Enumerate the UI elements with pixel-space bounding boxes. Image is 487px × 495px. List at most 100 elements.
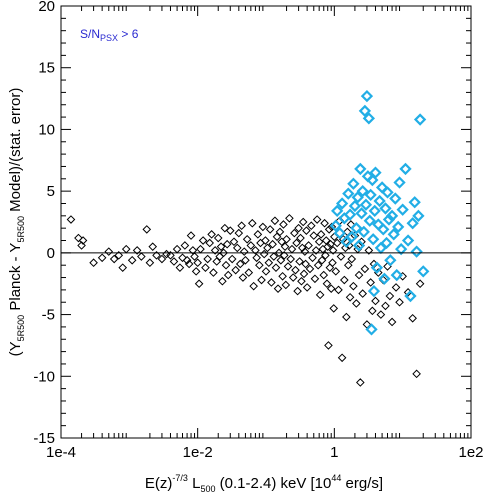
y-tick-label: 15 xyxy=(38,60,55,77)
data-point xyxy=(283,262,293,271)
data-point xyxy=(216,242,226,251)
data-point xyxy=(315,290,325,300)
data-point xyxy=(314,237,324,247)
data-point xyxy=(328,246,338,255)
axis-ticks: 1e-4 1e-2 1 1e2 -15 -10 -5 0 5 10 15 20 xyxy=(33,0,483,461)
data-point xyxy=(191,267,201,276)
highlighted-data-point xyxy=(348,199,362,213)
data-point xyxy=(142,225,152,234)
data-point xyxy=(201,263,210,272)
x-axis-title: E(z)-7/3 L500 (0.1-2.4) keV [1044 erg/s] xyxy=(145,473,383,494)
data-point xyxy=(317,255,327,265)
y-tick-label: -15 xyxy=(33,430,55,447)
data-point xyxy=(347,254,357,264)
highlighted-data-point xyxy=(378,272,391,285)
data-point xyxy=(287,244,297,254)
highlighted-data-point xyxy=(363,214,376,227)
data-point xyxy=(320,218,329,228)
data-point xyxy=(273,284,283,293)
highlighted-data-point xyxy=(412,209,425,222)
data-point xyxy=(349,281,358,291)
data-point xyxy=(387,317,397,327)
data-point xyxy=(360,264,370,274)
data-point xyxy=(268,239,277,249)
data-point xyxy=(288,273,298,282)
highlighted-data-point xyxy=(381,186,394,199)
x-tick-label: 1e-4 xyxy=(46,444,76,461)
highlighted-data-point xyxy=(362,112,376,125)
data-point xyxy=(184,259,194,269)
data-point xyxy=(281,280,291,290)
data-point xyxy=(328,258,337,268)
y-tick-label: 5 xyxy=(47,183,55,200)
highlighted-data-point xyxy=(347,177,360,190)
data-point xyxy=(104,247,114,256)
highlighted-data-point xyxy=(335,197,349,210)
highlighted-data-point xyxy=(365,323,378,336)
data-point xyxy=(261,267,271,276)
highlighted-data-point xyxy=(352,239,366,252)
data-point xyxy=(145,258,155,268)
data-point xyxy=(366,278,375,287)
data-point xyxy=(310,274,320,284)
data-point xyxy=(271,263,281,272)
data-point xyxy=(127,255,137,265)
data-point xyxy=(295,257,304,266)
data-point xyxy=(232,243,242,253)
data-point xyxy=(253,230,263,239)
data-point xyxy=(342,312,351,322)
data-point xyxy=(300,247,310,256)
highlighted-data-point xyxy=(410,245,423,258)
highlighted-data-point xyxy=(413,113,427,126)
data-point xyxy=(66,215,76,224)
data-point xyxy=(186,231,196,240)
data-point xyxy=(258,222,268,232)
highlighted-data-point xyxy=(351,191,364,204)
data-point xyxy=(255,260,264,270)
x-tick-label: 1e2 xyxy=(458,444,483,461)
highlighted-data-point xyxy=(393,176,406,189)
plot-frame xyxy=(60,5,472,439)
data-point xyxy=(325,263,335,272)
data-point xyxy=(343,260,353,270)
highlighted-data-point xyxy=(358,104,372,118)
data-point xyxy=(352,299,361,308)
data-point xyxy=(326,284,336,293)
data-point xyxy=(152,251,161,260)
data-point xyxy=(395,297,404,307)
data-point xyxy=(278,272,287,281)
y-axis-title: (Y5R500 Planck - Y5R500 Model)/(stat. er… xyxy=(7,88,26,357)
data-point xyxy=(285,213,294,223)
data-point xyxy=(213,233,223,243)
highlighted-data-point xyxy=(355,207,368,220)
data-point xyxy=(376,310,386,319)
data-point xyxy=(109,254,119,264)
highlighted-data-point xyxy=(329,219,342,232)
data-point xyxy=(196,244,205,254)
data-point xyxy=(172,244,182,254)
data-point xyxy=(118,263,128,272)
data-point xyxy=(219,248,228,258)
data-point xyxy=(381,301,390,311)
data-point xyxy=(207,230,216,239)
data-point xyxy=(78,236,88,245)
data-point xyxy=(157,254,167,264)
highlighted-data-point xyxy=(360,89,374,103)
data-point xyxy=(235,259,245,269)
data-point xyxy=(327,222,337,232)
data-point xyxy=(198,236,208,245)
data-point xyxy=(244,268,254,277)
data-point xyxy=(324,341,333,350)
highlighted-data-point xyxy=(399,162,412,176)
highlighted-data-point xyxy=(331,204,344,218)
data-point xyxy=(306,221,316,231)
data-point xyxy=(275,227,285,237)
data-point xyxy=(137,252,146,261)
data-point xyxy=(225,226,235,235)
data-point xyxy=(286,254,296,264)
data-point xyxy=(385,291,395,301)
data-point xyxy=(114,251,124,260)
highlighted-data-point xyxy=(356,184,369,198)
highlighted-data-point xyxy=(377,223,390,236)
highlighted-data-point xyxy=(359,198,373,211)
